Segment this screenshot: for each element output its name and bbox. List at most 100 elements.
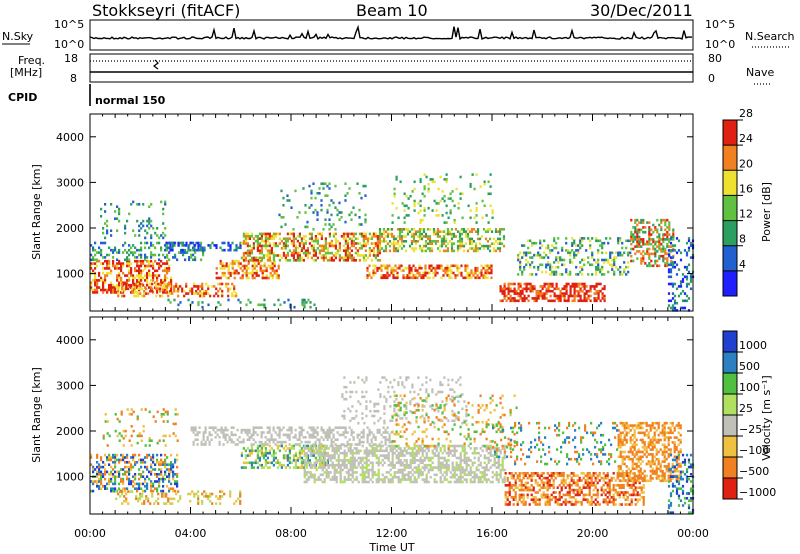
echo-cell (326, 249, 329, 252)
echo-cell (434, 232, 438, 236)
echo-cell (453, 449, 456, 453)
echo-cell (116, 279, 119, 282)
echo-cell (306, 251, 309, 255)
echo-cell (390, 232, 394, 236)
echo-cell (252, 438, 255, 441)
echo-cell (263, 298, 266, 302)
echo-cell (640, 245, 643, 248)
echo-cell (192, 241, 195, 245)
echo-cell (116, 267, 119, 270)
echo-cell (670, 235, 673, 239)
echo-cell (162, 439, 165, 442)
echo-cell (344, 237, 347, 240)
echo-cell (406, 230, 410, 233)
echo-cell (112, 291, 115, 294)
echo-cell (388, 244, 392, 248)
echo-cell (460, 242, 464, 245)
echo-cell (110, 489, 113, 493)
echo-cell (98, 246, 101, 250)
echo-cell (117, 294, 120, 298)
echo-cell (413, 187, 416, 191)
echo-cell (419, 473, 422, 477)
echo-cell (240, 451, 243, 455)
echo-cell (235, 246, 238, 250)
echo-cell (248, 244, 251, 248)
echo-cell (314, 436, 317, 439)
echo-cell (244, 251, 247, 255)
echo-cell (523, 268, 526, 271)
echo-cell (121, 294, 124, 298)
echo-cell (121, 285, 124, 288)
echo-cell (537, 268, 540, 271)
echo-cell (345, 478, 348, 481)
echo-cell (414, 266, 417, 270)
echo-cell (523, 253, 526, 257)
echo-cell (595, 273, 598, 276)
echo-cell (369, 461, 372, 465)
echo-cell (189, 241, 192, 245)
echo-cell (461, 468, 464, 472)
echo-cell (230, 438, 233, 441)
noise-sky-trace (89, 24, 693, 41)
echo-cell (460, 271, 463, 275)
echo-cell (332, 235, 335, 238)
echo-cell (290, 447, 293, 450)
echo-cell (415, 459, 418, 462)
echo-cell (630, 259, 633, 263)
echo-cell (339, 447, 342, 450)
echo-cell (409, 480, 412, 484)
echo-cell (306, 456, 309, 460)
echo-cell (480, 269, 483, 272)
echo-cell (320, 443, 323, 446)
echo-cell (392, 237, 396, 241)
echo-cell (368, 431, 371, 434)
echo-cell (329, 444, 332, 448)
echo-cell (352, 235, 355, 238)
echo-cell (150, 264, 153, 268)
echo-cell (349, 447, 352, 450)
echo-cell (339, 459, 342, 462)
echo-cell (648, 221, 651, 224)
echo-cell (435, 202, 438, 205)
echo-cell (266, 254, 269, 257)
echo-cell (282, 196, 285, 200)
echo-cell (461, 471, 464, 474)
echo-cell (123, 495, 126, 498)
echo-cell (158, 480, 161, 483)
echo-cell (375, 478, 378, 481)
echo-cell (312, 433, 315, 437)
echo-cell (258, 444, 261, 448)
echo-cell (138, 477, 141, 481)
echo-cell (170, 276, 173, 280)
echo-cell (569, 270, 572, 274)
echo-cell (642, 242, 645, 246)
echo-cell (648, 257, 651, 260)
echo-cell (196, 443, 199, 446)
echo-cell (108, 271, 111, 275)
echo-cell (498, 232, 502, 236)
echo-cell (360, 254, 363, 257)
echo-cell (378, 240, 382, 243)
echo-cell (144, 456, 147, 459)
echo-cell (104, 470, 107, 474)
echo-cell (340, 216, 343, 219)
echo-cell (163, 502, 166, 505)
echo-cell (391, 478, 394, 481)
echo-cell (114, 470, 117, 474)
echo-cell (361, 473, 364, 477)
echo-cell (286, 428, 289, 432)
echo-cell (455, 473, 458, 477)
echo-cell (372, 254, 375, 257)
echo-cell (125, 282, 128, 286)
echo-cell (349, 459, 352, 462)
echo-cell (174, 413, 177, 416)
echo-cell (459, 459, 462, 462)
echo-cell (104, 279, 107, 282)
echo-cell (650, 252, 653, 256)
echo-cell (158, 482, 161, 486)
echo-cell (122, 482, 125, 486)
echo-cell (507, 285, 510, 288)
echo-cell (294, 189, 297, 193)
echo-cell (217, 294, 220, 298)
echo-cell (443, 178, 446, 181)
